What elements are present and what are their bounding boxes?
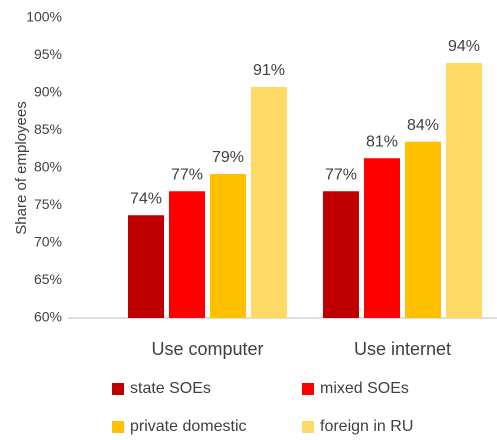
y-tick-label: 100%: [26, 9, 62, 25]
bar: [446, 63, 482, 318]
value-label: 91%: [253, 62, 285, 79]
x-tick-label: Use computer: [151, 339, 263, 359]
y-tick-label: 85%: [34, 121, 62, 137]
legend-label: state SOEs: [130, 380, 211, 397]
y-tick-label: 95%: [34, 46, 62, 62]
bar: [323, 191, 359, 318]
value-label: 94%: [448, 38, 480, 55]
legend-swatch: [112, 421, 124, 433]
y-axis-label: Share of employees: [13, 101, 30, 234]
y-tick-label: 70%: [34, 234, 62, 250]
y-tick-label: 80%: [34, 159, 62, 175]
bar: [210, 174, 246, 318]
bar: [405, 141, 441, 318]
y-tick-label: 60%: [34, 309, 62, 325]
bar: [128, 215, 164, 318]
value-label: 77%: [171, 166, 203, 183]
value-label: 84%: [407, 117, 439, 134]
value-label: 81%: [366, 133, 398, 150]
legend-swatch: [302, 383, 314, 395]
bar: [251, 87, 287, 318]
legend-label: mixed SOEs: [320, 380, 409, 397]
bar: [364, 158, 400, 318]
legend-label: foreign in RU: [320, 418, 413, 435]
y-tick-label: 90%: [34, 84, 62, 100]
legend-swatch: [302, 421, 314, 433]
value-label: 79%: [212, 149, 244, 166]
value-label: 74%: [130, 190, 162, 207]
value-label: 77%: [325, 166, 357, 183]
bar: [169, 191, 205, 318]
x-tick-label: Use internet: [354, 339, 451, 359]
legend-label: private domestic: [130, 418, 247, 435]
y-tick-label: 75%: [34, 196, 62, 212]
legend-swatch: [112, 383, 124, 395]
y-tick-label: 65%: [34, 271, 62, 287]
